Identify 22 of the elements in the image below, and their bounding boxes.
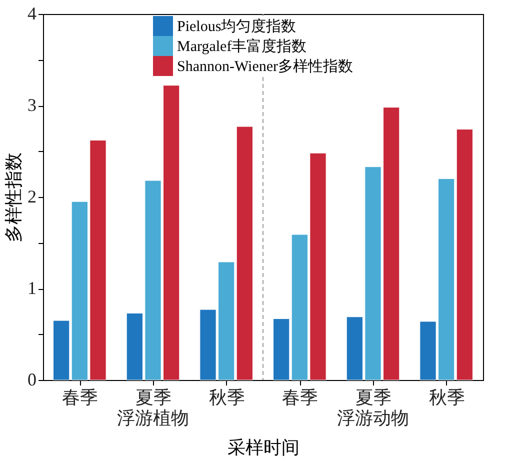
text: 浮游植物	[117, 408, 189, 428]
bar	[53, 320, 70, 380]
x-tick-label: 秋季	[208, 388, 245, 408]
x-tick-label: 夏季	[356, 388, 392, 408]
bar	[236, 126, 253, 380]
y-tick-label: 0	[28, 370, 36, 390]
y-tick-label: 3	[28, 95, 36, 115]
bar	[456, 129, 473, 380]
x-tick-label: 春季	[62, 388, 98, 408]
legend-label: Shannon-Wiener多样性指数	[177, 58, 354, 75]
x-tick-label: 春季	[282, 388, 318, 408]
y-tick-label: 1	[28, 278, 36, 298]
x-tick-label: 夏季	[136, 388, 172, 408]
legend-label: Margalef丰富度指数	[177, 38, 307, 55]
x-axis-title: 采样时间	[228, 438, 300, 458]
legend-label: Pielous均匀度指数	[177, 18, 296, 35]
x-tick-label: 秋季	[428, 388, 465, 408]
bar	[273, 318, 290, 380]
y-tick-label: 4	[28, 4, 36, 24]
y-tick-label: 2	[28, 186, 36, 206]
text: 浮游动物	[337, 408, 409, 428]
y-axis-title: 多样性指数	[4, 152, 24, 242]
